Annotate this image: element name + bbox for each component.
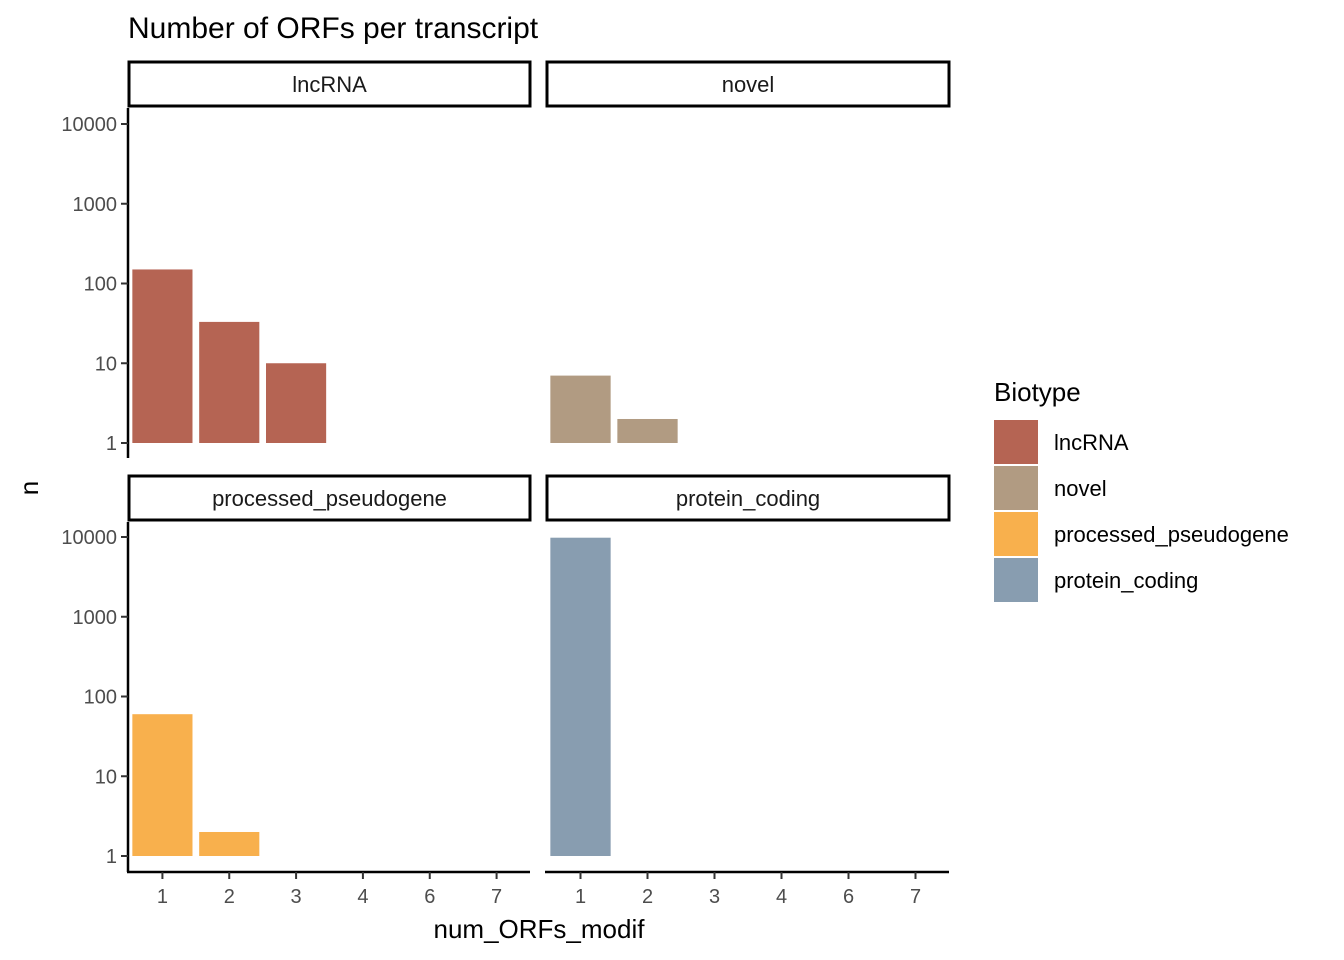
x-tick-label: 3	[709, 886, 720, 908]
facet-label-novel: novel	[722, 72, 775, 97]
y-axis-title: n	[14, 481, 44, 495]
x-tick-label: 6	[424, 886, 435, 908]
chart-title: Number of ORFs per transcript	[128, 12, 539, 45]
bar-lncrna-1	[132, 269, 193, 443]
y-tick-label: 10000	[61, 527, 117, 549]
legend: Biotype lncRNA novel processed_pseudogenep…	[994, 377, 1289, 602]
facet-strip-novel	[545, 60, 951, 108]
bar-processed-pseudogene-2	[199, 831, 260, 856]
y-tick-label: 10000	[61, 114, 117, 136]
x-tick-label: 2	[642, 886, 653, 908]
y-tick-label: 1000	[73, 194, 118, 216]
facet-protein-coding: protein_coding 1 2 3 4 6 7	[545, 474, 951, 908]
bar-lncrna-3	[266, 363, 327, 443]
x-tick-label: 3	[291, 886, 302, 908]
bar-protein-coding-1	[550, 537, 611, 856]
x-tick-label: 6	[843, 886, 854, 908]
legend-swatch-processed-pseudogene	[994, 512, 1038, 556]
bar-novel-1	[550, 375, 611, 443]
x-tick-label: 7	[491, 886, 502, 908]
y-tick-label: 100	[84, 274, 117, 296]
facet-strip-protein-coding	[545, 474, 951, 522]
bar-processed-pseudogene-1	[132, 714, 193, 856]
bar-novel-2	[617, 418, 678, 443]
facet-panels: lncRNA 1 10 100 1000 10000 novel processed_pseu…	[61, 60, 951, 908]
bar-lncrna-2	[199, 321, 260, 443]
facet-processed-pseudogene: processed_pseudogene 1 10 100 1000 10000 1 2 3 4 6…	[61, 474, 532, 908]
legend-swatch-novel	[994, 466, 1038, 510]
legend-label-novel: novel	[1054, 476, 1107, 501]
x-axis-title: num_ORFs_modif	[434, 914, 646, 944]
y-tick-label: 1000	[73, 607, 118, 629]
facet-novel: novel	[545, 60, 951, 443]
facet-label-processed-pseudogene: processed_pseudogene	[212, 486, 447, 511]
x-tick-label: 1	[157, 886, 168, 908]
x-tick-label: 7	[910, 886, 921, 908]
legend-swatch-protein-coding	[994, 558, 1038, 602]
y-tick-label: 10	[95, 766, 117, 788]
y-tick-label: 1	[106, 846, 117, 868]
legend-label-protein-coding: protein_coding	[1054, 568, 1198, 593]
facet-label-lncrna: lncRNA	[292, 72, 367, 97]
x-tick-label: 1	[575, 886, 586, 908]
facet-strip-processed-pseudogene	[127, 474, 532, 522]
x-tick-label: 2	[224, 886, 235, 908]
facet-label-protein-coding: protein_coding	[676, 486, 820, 511]
legend-label-lncrna: lncRNA	[1054, 430, 1129, 455]
legend-label-processed-pseudogene: processed_pseudogene	[1054, 522, 1289, 547]
facet-strip-lncrna	[127, 60, 532, 108]
y-tick-label: 10	[95, 353, 117, 375]
facet-lncrna: lncRNA 1 10 100 1000 10000	[61, 60, 532, 458]
legend-title: Biotype	[994, 377, 1081, 407]
y-tick-label: 1	[106, 433, 117, 455]
x-tick-label: 4	[357, 886, 368, 908]
x-tick-label: 4	[776, 886, 787, 908]
y-tick-label: 100	[84, 687, 117, 709]
legend-swatch-lncrna	[994, 420, 1038, 464]
